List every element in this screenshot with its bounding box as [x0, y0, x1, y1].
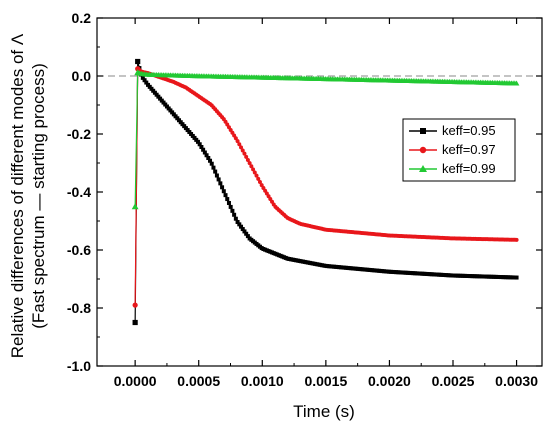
x-tick-label: 0.0010	[241, 373, 284, 389]
series-1-point	[244, 231, 249, 236]
series-1-point	[225, 197, 230, 202]
series-2-point	[240, 148, 245, 153]
series-2-point	[254, 173, 259, 178]
series-1-point	[209, 161, 214, 166]
legend-entry-2: keff=0.97	[409, 142, 496, 157]
series-1-point	[221, 189, 226, 194]
series-1-point	[239, 224, 244, 229]
y-axis-title: Relative differences of different modes …	[8, 33, 48, 358]
series-1-point	[140, 75, 145, 80]
y-tick-label: -0.2	[67, 126, 91, 142]
series-2-point	[242, 151, 247, 156]
series-1-point	[214, 173, 219, 178]
legend: keff=0.95 keff=0.97 keff=0.99	[402, 118, 516, 182]
series-3-point	[513, 80, 520, 86]
series-1-point	[132, 319, 138, 326]
series-1-point	[201, 147, 206, 152]
y-tick-label: -0.6	[67, 242, 91, 258]
series-1-point	[213, 169, 218, 174]
series-1-point	[220, 185, 225, 190]
series-1-point	[218, 181, 223, 186]
series-2-point	[245, 157, 250, 162]
legend-marker-1	[420, 128, 426, 134]
legend-entry-3: keff=0.99	[409, 161, 496, 176]
x-tick-label: 0.0005	[177, 373, 220, 389]
series-1-point	[240, 227, 245, 232]
series-1-point	[237, 222, 242, 227]
series-1-point	[135, 59, 140, 64]
series-2-point	[237, 142, 242, 147]
x-tick-label: 0.0000	[114, 373, 157, 389]
series-1-point	[235, 219, 240, 224]
series-2-point	[244, 154, 249, 159]
series-1-point	[242, 229, 247, 234]
axes-layer: 0.0000 0.0005 0.0010 0.0015 0.0020 0.0025 0.00…	[67, 10, 543, 389]
series-1-point	[204, 153, 209, 158]
series-1-point	[195, 139, 200, 144]
series-1-point	[233, 216, 238, 221]
series-1-point	[206, 155, 211, 160]
series-2-point	[259, 183, 264, 188]
series-1-point	[230, 208, 235, 213]
series-1-point	[144, 80, 149, 85]
y-axis-title-line-2: (Fast spectrum — starting process)	[29, 63, 48, 328]
y-tick-label: -0.4	[67, 184, 91, 200]
legend-marker-3	[419, 165, 427, 172]
series-2-point	[247, 161, 252, 166]
series-1-point	[223, 193, 228, 198]
series-1-point	[211, 165, 216, 170]
legend-label-2: keff=0.97	[442, 142, 496, 157]
x-axis-title: Time (s)	[293, 402, 355, 421]
legend-label-1: keff=0.95	[442, 123, 496, 138]
legend-label-3: keff=0.99	[442, 161, 496, 176]
series-2-point	[251, 167, 256, 172]
series-2-point	[235, 139, 240, 144]
y-axis-title-line-1: Relative differences of different modes …	[8, 33, 27, 358]
series-2-point	[132, 302, 138, 308]
series-2-point	[514, 237, 519, 242]
series-1-point	[232, 212, 237, 217]
series-1-point	[514, 275, 519, 280]
series-1-point	[202, 150, 207, 155]
plot-layer	[97, 58, 542, 326]
series-2-point	[239, 145, 244, 150]
x-tick-label: 0.0030	[495, 373, 538, 389]
series-2-point	[249, 164, 254, 169]
series-2-point	[257, 179, 262, 184]
x-tick-label: 0.0015	[304, 373, 347, 389]
legend-entry-1: keff=0.95	[409, 123, 496, 138]
series-2-point	[256, 176, 261, 181]
series-2-point	[252, 170, 257, 175]
series-1-point	[216, 177, 221, 182]
legend-marker-2	[419, 146, 427, 154]
series-1-point	[208, 158, 213, 163]
series-1-point	[142, 78, 147, 83]
x-tick-label: 0.0025	[432, 373, 475, 389]
series-1-point	[226, 200, 231, 205]
y-tick-label: -1.0	[67, 358, 91, 374]
series-1-point	[228, 204, 233, 209]
series-2-point	[233, 136, 238, 141]
x-tick-label: 0.0020	[368, 373, 411, 389]
series-1-point	[197, 142, 202, 147]
series-3-point	[131, 203, 139, 210]
series-1-point	[199, 144, 204, 149]
y-tick-label: 0.2	[72, 10, 92, 26]
series-1-point	[245, 234, 250, 239]
y-tick-label: -0.8	[67, 300, 91, 316]
y-tick-label: 0.0	[72, 68, 92, 84]
